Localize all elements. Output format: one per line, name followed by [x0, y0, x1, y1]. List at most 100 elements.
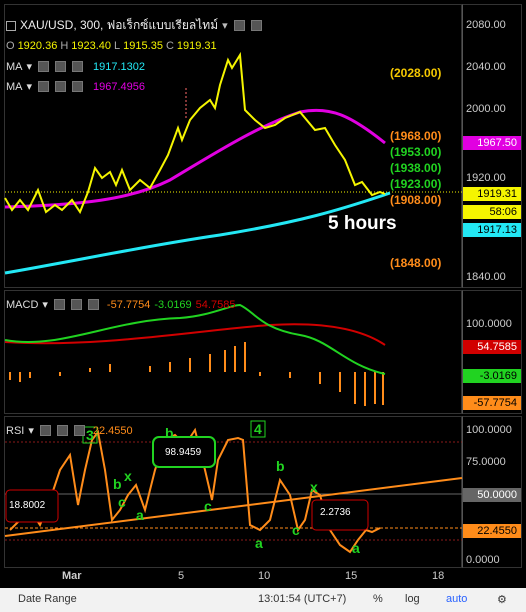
level-1938: (1938.00) [390, 161, 442, 175]
level-1953: (1953.00) [390, 145, 442, 159]
x-tick: 10 [258, 570, 271, 582]
wave-label: 3 [86, 427, 94, 443]
settings-icon[interactable] [70, 299, 82, 310]
close-icon[interactable] [87, 299, 99, 310]
wave-label: x [310, 479, 318, 495]
low-value: 1915.35 [123, 40, 163, 52]
callout-box [311, 499, 369, 531]
eye-icon[interactable] [53, 299, 65, 310]
macd-signal-tag: 54.7585 [463, 340, 521, 354]
rsi-tick: 0.0000 [466, 554, 500, 566]
macd-hist-value: -57.7754 [106, 298, 151, 311]
level-1908: (1908.00) [390, 193, 442, 207]
open-label: O [6, 40, 15, 52]
wave-label: b [113, 476, 122, 492]
ma-fast-tag: 1917.13 [463, 223, 521, 237]
eye-icon[interactable] [38, 61, 50, 72]
eye-icon[interactable] [39, 425, 51, 436]
auto-toggle[interactable]: auto [446, 593, 468, 605]
high-label: H [60, 40, 69, 52]
price-tick: 1920.00 [466, 172, 506, 184]
close-icon[interactable] [72, 61, 84, 72]
price-pane[interactable] [4, 4, 462, 288]
callout-text: 98.9459 [165, 447, 202, 458]
x-tick: Mar [62, 570, 82, 582]
macd-line [4, 303, 386, 375]
macd-pane[interactable] [4, 290, 462, 414]
chevron-down-icon[interactable]: ▾ [26, 81, 33, 93]
settings-icon[interactable] [233, 20, 245, 31]
settings-icon[interactable] [55, 81, 67, 92]
chevron-down-icon[interactable]: ▾ [222, 20, 228, 32]
callout-box [152, 436, 216, 468]
rsi-value-tag: 22.4550 [463, 524, 521, 538]
ma2-label[interactable]: MA [6, 80, 23, 93]
ma-slow-tag: 1967.50 [463, 136, 521, 150]
rsi-trendline [4, 477, 463, 537]
level-1923: (1923.00) [390, 177, 442, 191]
price-tag: 1919.31 [463, 187, 521, 201]
wave-label: c [118, 494, 126, 510]
rsi-mid-tag: 50.0000 [463, 488, 521, 502]
wave-label: a [136, 507, 144, 523]
level-2028: (2028.00) [390, 66, 442, 80]
ma-fast-line [4, 191, 391, 275]
percent-toggle[interactable]: % [373, 593, 383, 605]
timeframe-annotation: 5 hours [328, 213, 397, 234]
wave-label: 4 [254, 421, 262, 437]
ma1-label[interactable]: MA [6, 60, 23, 73]
settings-icon[interactable] [55, 61, 67, 72]
wave-box [250, 420, 266, 438]
wave-label: x [124, 468, 132, 484]
clock-readout[interactable]: 13:01:54 (UTC+7) [258, 593, 347, 605]
low-label: L [114, 40, 121, 52]
level-1848: (1848.00) [390, 256, 442, 270]
ma1-legend[interactable]: MA ▾ 1917.1302 [6, 60, 146, 74]
wave-label: a [352, 540, 360, 556]
price-tick: 2080.00 [466, 19, 506, 31]
rsi-label[interactable]: RSI [6, 424, 25, 437]
log-toggle[interactable]: log [405, 593, 420, 605]
close-label: C [165, 40, 174, 52]
wave-label: c [292, 522, 300, 538]
close-icon[interactable] [73, 425, 85, 436]
macd-tick: 100.0000 [466, 318, 512, 330]
chevron-down-icon[interactable]: ▾ [28, 425, 34, 437]
macd-histogram [9, 342, 384, 406]
eye-icon[interactable] [38, 81, 50, 92]
macd-hist-tag: -57.7754 [463, 396, 521, 410]
wave-label: a [255, 535, 263, 551]
rsi-tick: 100.0000 [466, 424, 512, 436]
date-range-button[interactable]: Date Range [18, 593, 77, 605]
gear-icon[interactable]: ⚙ [497, 594, 507, 606]
collapse-icon[interactable] [6, 20, 16, 31]
chevron-down-icon[interactable]: ▾ [26, 61, 33, 73]
ma2-legend[interactable]: MA ▾ 1967.4956 [6, 80, 145, 94]
macd-legend[interactable]: MACD ▾ -57.7754 -3.0169 54.7585 [6, 298, 236, 312]
symbol-title[interactable]: XAU/USD, 300, ฟอเร็กซ์แบบเรียลไทม์ [20, 18, 219, 32]
price-series-line [4, 51, 386, 215]
wave-label: c [204, 498, 212, 514]
x-tick: 18 [432, 570, 445, 582]
main-legend-title[interactable]: XAU/USD, 300, ฟอเร็กซ์แบบเรียลไทม์ ▾ [6, 16, 262, 35]
close-icon[interactable] [250, 20, 262, 31]
price-tick: 1840.00 [466, 271, 506, 283]
callout-text: 18.8002 [9, 500, 46, 511]
x-tick: 15 [345, 570, 358, 582]
macd-label[interactable]: MACD [6, 298, 39, 311]
ma1-value: 1917.1302 [93, 60, 146, 73]
macd-signal-value: 54.7585 [195, 298, 236, 311]
ohlc-legend: O 1920.36 H 1923.40 L 1915.35 C 1919.31 [6, 40, 217, 52]
macd-line-tag: -3.0169 [463, 369, 521, 383]
close-icon[interactable] [72, 81, 84, 92]
settings-icon[interactable] [56, 425, 68, 436]
x-tick: 5 [178, 570, 185, 582]
signal-line [4, 323, 386, 346]
rsi-legend[interactable]: RSI ▾ 22.4550 [6, 424, 133, 438]
callout-box [5, 489, 59, 523]
chevron-down-icon[interactable]: ▾ [42, 299, 48, 311]
price-tick: 2000.00 [466, 103, 506, 115]
close-value: 1919.31 [176, 40, 217, 52]
countdown-tag: 58:06 [463, 205, 521, 219]
